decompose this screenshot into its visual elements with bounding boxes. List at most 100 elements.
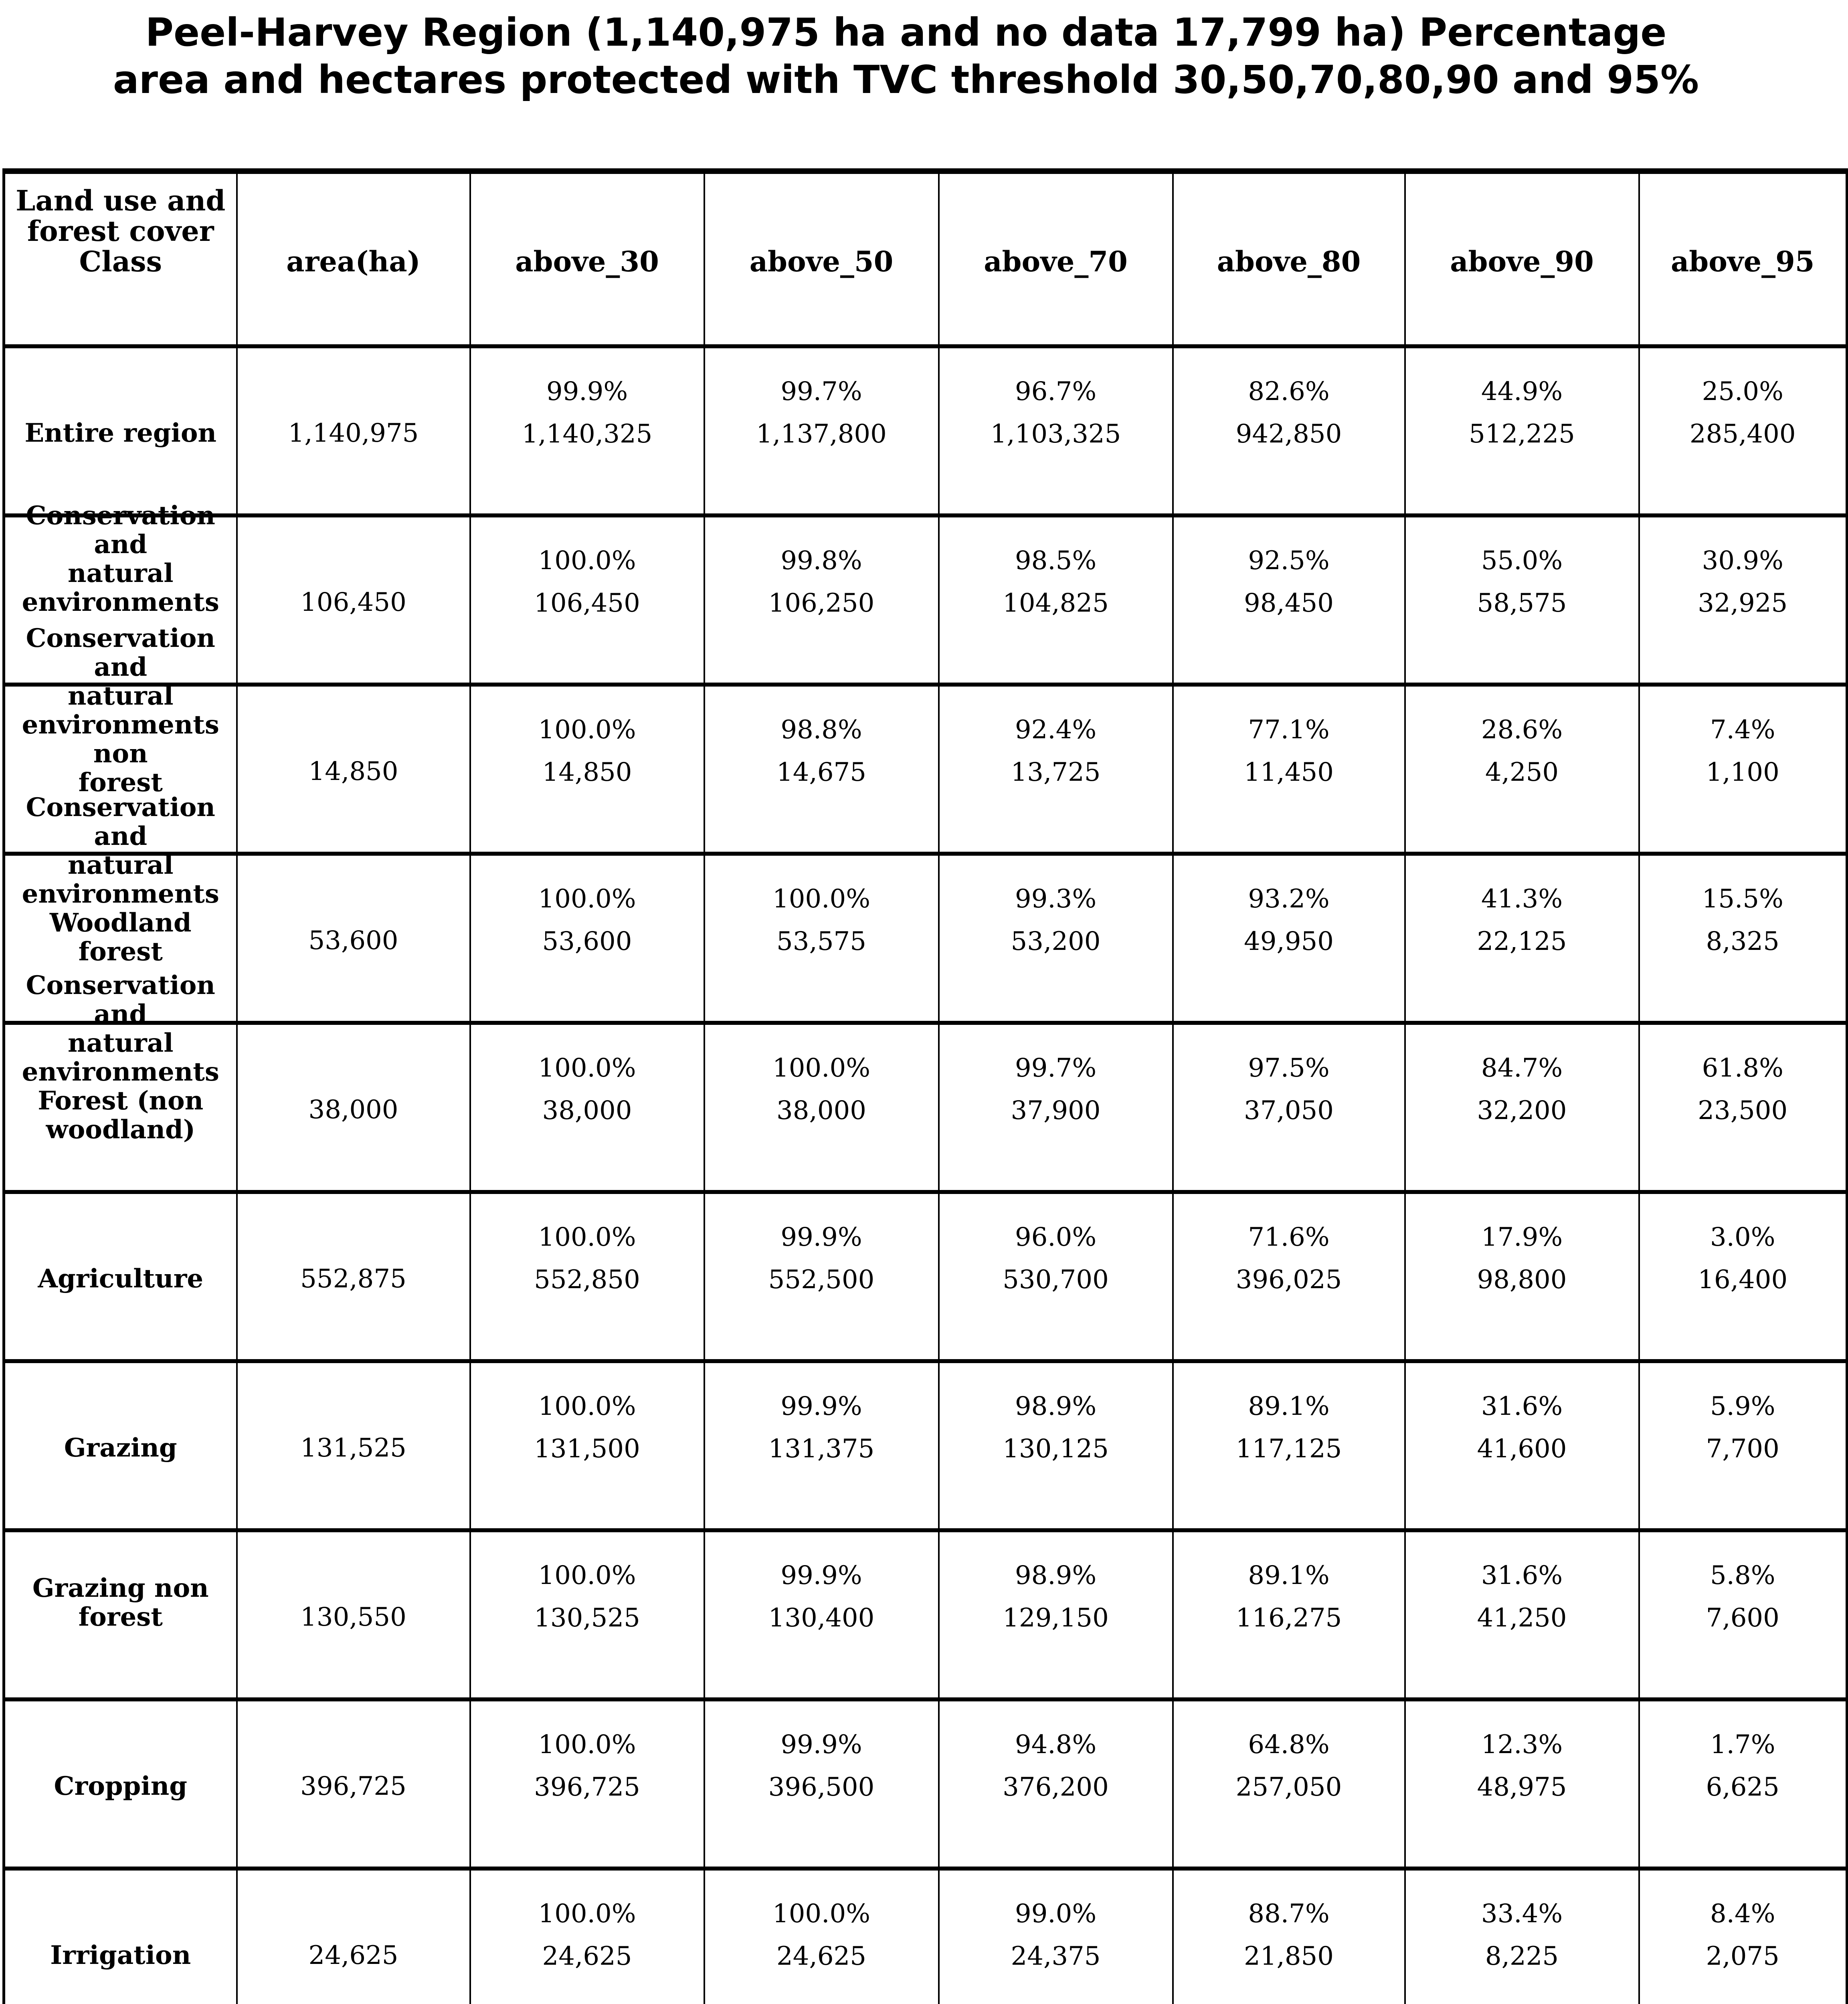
pct-cell: 44.9% 512,225 [1404,344,1639,515]
pct-cell: 100.0% 552,850 [469,1190,704,1361]
pct-value: 25.0% 285,400 [1689,377,1796,449]
area-value: 38,000 [308,1095,398,1125]
pct-value: 99.3% 53,200 [1011,884,1101,956]
pct-cell: 71.6% 396,025 [1172,1190,1405,1361]
pct-value: 97.5% 37,050 [1244,1053,1334,1125]
area-cell: 552,875 [236,1190,470,1361]
header-above-70-label: above_70 [984,244,1128,278]
area-cell: 24,625 [236,1867,470,2004]
pct-cell: 99.9% 131,375 [703,1359,939,1530]
pct-cell: 99.7% 1,137,800 [703,344,939,515]
pct-cell: 12.3% 48,975 [1404,1697,1639,1869]
pct-cell: 98.9% 129,150 [938,1528,1173,1699]
pct-value: 33.4% 8,225 [1481,1899,1563,1971]
pct-value: 31.6% 41,250 [1477,1561,1567,1633]
pct-cell: 99.9% 552,500 [703,1190,939,1361]
table-header-row: Land use and forest cover Class area(ha)… [4,171,1847,346]
header-area-ha-label: area(ha) [286,244,421,278]
pct-value: 93.2% 49,950 [1244,884,1334,956]
row-label-cell: Conservation and natural environments [4,501,237,685]
area-value: 106,450 [300,588,406,617]
pct-cell: 92.4% 13,725 [938,683,1173,854]
pct-value: 3.0% 16,400 [1698,1222,1788,1295]
row-label: Cropping [54,1771,187,1801]
pct-value: 100.0% 53,600 [538,884,636,956]
header-above-90-label: above_90 [1450,244,1594,278]
area-cell: 14,850 [236,683,470,854]
pct-value: 100.0% 131,500 [534,1392,640,1464]
pct-value: 41.3% 22,125 [1477,884,1567,956]
pct-value: 100.0% 38,000 [538,1053,636,1125]
row-label-cell: Conservation and natural environments no… [4,624,237,854]
pct-value: 15.5% 8,325 [1702,884,1783,956]
row-label: Conservation and natural environments no… [22,623,219,798]
area-value: 14,850 [308,757,398,786]
row-label-cell: Grazing non forest [4,1528,237,1699]
area-value: 396,725 [300,1772,406,1801]
pct-value: 98.5% 104,825 [1003,546,1109,618]
area-cell: 38,000 [236,1021,470,1192]
pct-value: 98.9% 129,150 [1003,1561,1109,1633]
pct-value: 5.8% 7,600 [1706,1561,1779,1633]
header-above-95-label: above_95 [1670,244,1815,278]
row-label-cell: Entire region [4,344,237,515]
pct-value: 89.1% 116,275 [1235,1561,1342,1633]
pct-value: 8.4% 2,075 [1706,1899,1779,1971]
pct-value: 88.7% 21,850 [1244,1899,1334,1971]
pct-cell: 25.0% 285,400 [1638,344,1847,515]
row-label-cell: Cropping [4,1697,237,1869]
pct-cell: 55.0% 58,575 [1404,513,1639,685]
pct-value: 99.9% 1,140,325 [522,377,653,449]
area-cell: 396,725 [236,1697,470,1869]
pct-cell: 15.5% 8,325 [1638,852,1847,1023]
header-above-50: above_50 [703,171,939,346]
pct-value: 99.9% 396,500 [768,1730,875,1802]
pct-value: 64.8% 257,050 [1235,1730,1342,1802]
pct-cell: 100.0% 396,725 [469,1697,704,1869]
header-above-95: above_95 [1638,171,1847,346]
pct-value: 61.8% 23,500 [1698,1053,1788,1125]
area-value: 552,875 [300,1264,406,1294]
row-label-cell: Conservation and natural environments Wo… [4,793,237,1023]
pct-cell: 89.1% 116,275 [1172,1528,1405,1699]
pct-value: 99.7% 37,900 [1011,1053,1101,1125]
area-value: 1,140,975 [288,418,419,448]
pct-value: 99.9% 552,500 [768,1222,875,1295]
pct-value: 55.0% 58,575 [1477,546,1567,618]
row-label: Conservation and natural environments [22,501,219,617]
pct-cell: 99.3% 53,200 [938,852,1173,1023]
pct-value: 100.0% 106,450 [534,546,640,618]
pct-value: 99.8% 106,250 [768,546,875,618]
pct-cell: 7.4% 1,100 [1638,683,1847,854]
row-label: Agriculture [38,1264,204,1294]
pct-value: 31.6% 41,600 [1477,1392,1567,1464]
table-row-conservation-non-forest: Conservation and natural environments no… [4,624,1847,854]
pct-value: 82.6% 942,850 [1235,377,1342,449]
pct-value: 96.0% 530,700 [1003,1222,1109,1295]
area-value: 131,525 [300,1433,406,1463]
pct-cell: 99.9% 1,140,325 [469,344,704,515]
pct-value: 99.0% 24,375 [1011,1899,1101,1971]
pct-cell: 98.5% 104,825 [938,513,1173,685]
pct-value: 92.5% 98,450 [1244,546,1334,618]
pct-cell: 89.1% 117,125 [1172,1359,1405,1530]
header-land-use-class-label: Land use and forest cover Class [16,184,226,278]
area-cell: 130,550 [236,1528,470,1699]
pct-cell: 31.6% 41,250 [1404,1528,1639,1699]
pct-cell: 28.6% 4,250 [1404,683,1639,854]
pct-cell: 96.0% 530,700 [938,1190,1173,1361]
row-label: Conservation and natural environments Wo… [22,792,219,967]
pct-cell: 100.0% 38,000 [469,1021,704,1192]
pct-cell: 64.8% 257,050 [1172,1697,1405,1869]
pct-value: 94.8% 376,200 [1003,1730,1109,1802]
pct-value: 100.0% 130,525 [534,1561,640,1633]
pct-cell: 99.8% 106,250 [703,513,939,685]
row-label-cell: Agriculture [4,1190,237,1361]
pct-cell: 96.7% 1,103,325 [938,344,1173,515]
pct-cell: 5.8% 7,600 [1638,1528,1847,1699]
header-above-70: above_70 [938,171,1173,346]
pct-value: 17.9% 98,800 [1477,1222,1567,1295]
pct-value: 100.0% 53,575 [772,884,871,956]
pct-value: 84.7% 32,200 [1477,1053,1567,1125]
pct-value: 98.9% 130,125 [1003,1392,1109,1464]
